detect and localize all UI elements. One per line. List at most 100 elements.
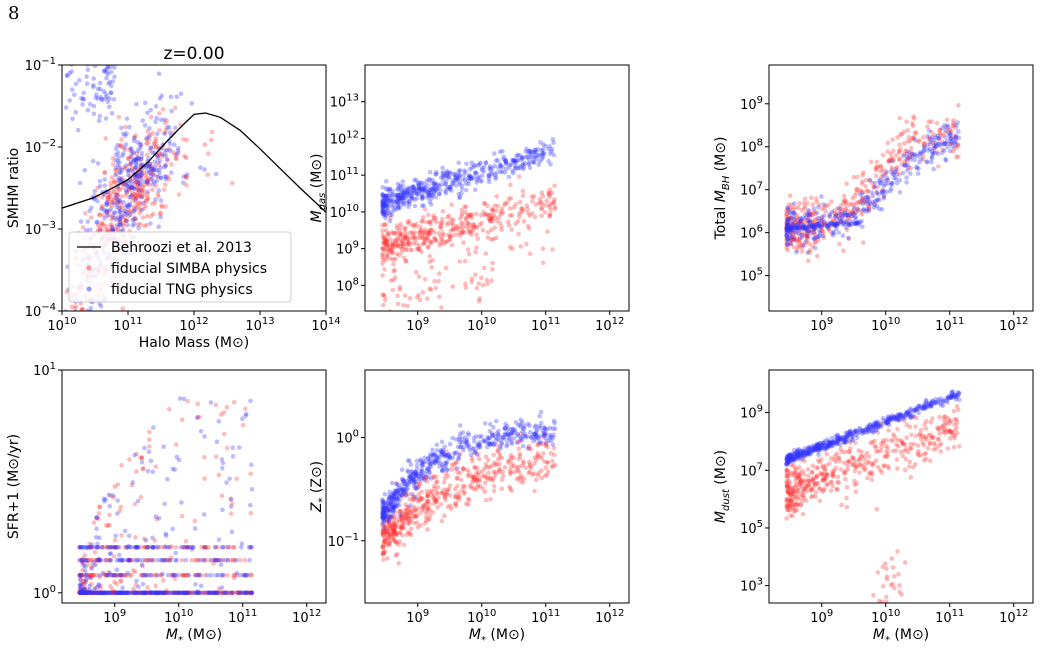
data-point <box>821 475 827 481</box>
data-point <box>111 180 117 185</box>
data-point <box>99 590 105 596</box>
data-point <box>494 208 499 213</box>
data-point <box>429 461 434 467</box>
data-point <box>454 450 460 455</box>
data-point <box>511 170 516 176</box>
data-point <box>893 169 898 175</box>
data-point <box>843 207 848 212</box>
data-point <box>478 213 484 218</box>
data-point <box>404 516 410 522</box>
data-point <box>521 461 526 466</box>
data-point <box>410 469 415 475</box>
data-point <box>476 281 482 286</box>
data-point <box>77 589 82 594</box>
data-point <box>425 493 430 499</box>
data-point <box>518 475 524 481</box>
data-point <box>230 180 235 186</box>
data-point <box>938 143 943 148</box>
data-point <box>868 159 874 165</box>
data-point <box>490 478 496 483</box>
data-point <box>123 204 128 210</box>
data-point <box>77 572 83 578</box>
data-point <box>855 220 860 225</box>
x-tick-label: 1012 <box>595 316 624 334</box>
data-point <box>788 485 794 491</box>
data-point <box>149 572 155 578</box>
data-point <box>795 497 801 502</box>
data-point <box>173 105 178 111</box>
data-point <box>471 476 476 481</box>
data-point <box>386 534 391 539</box>
data-point <box>792 205 798 210</box>
data-point <box>512 158 517 163</box>
data-point <box>126 204 131 210</box>
data-point <box>392 515 397 521</box>
data-point <box>94 585 100 590</box>
data-point <box>162 544 168 549</box>
data-point <box>840 233 846 238</box>
data-point <box>804 488 809 494</box>
data-point <box>401 487 407 493</box>
data-point <box>100 545 105 550</box>
data-point <box>215 545 220 550</box>
data-point <box>839 218 844 224</box>
data-point <box>461 491 467 496</box>
data-point <box>176 192 182 197</box>
data-point <box>99 96 104 102</box>
data-point <box>806 208 811 213</box>
data-point <box>87 583 92 589</box>
data-point <box>117 216 123 222</box>
data-point <box>195 589 200 594</box>
data-point <box>136 192 141 198</box>
data-point <box>143 557 148 563</box>
data-point <box>543 443 548 448</box>
data-point <box>170 572 176 578</box>
x-tick-label: 109 <box>810 316 833 334</box>
data-point <box>498 446 503 451</box>
data-point <box>401 202 407 208</box>
data-point <box>420 193 425 199</box>
data-point <box>925 133 930 139</box>
data-point <box>413 514 419 519</box>
data-point <box>838 219 844 225</box>
data-point <box>854 206 860 211</box>
data-point <box>154 590 160 596</box>
data-point <box>454 483 460 489</box>
data-point <box>820 233 826 239</box>
data-point <box>824 224 830 229</box>
data-point <box>411 222 416 228</box>
data-point <box>515 219 521 224</box>
data-point <box>443 191 449 196</box>
data-point <box>144 181 150 187</box>
data-point <box>891 172 896 177</box>
data-point <box>414 458 420 464</box>
data-point <box>384 207 390 213</box>
data-point <box>940 139 945 145</box>
data-point <box>528 154 533 160</box>
data-point <box>175 148 181 154</box>
data-point <box>800 243 806 248</box>
data-point <box>202 590 207 596</box>
data-point <box>829 220 834 225</box>
data-point <box>487 217 492 222</box>
data-point <box>237 445 242 450</box>
data-point <box>394 503 399 509</box>
data-point <box>108 180 113 185</box>
data-point <box>156 71 162 76</box>
data-point <box>423 501 429 507</box>
data-point <box>425 493 431 499</box>
data-point <box>788 233 793 238</box>
data-point <box>924 159 930 164</box>
data-point <box>424 178 430 184</box>
data-point <box>380 201 385 206</box>
data-point <box>429 476 434 481</box>
data-point <box>380 509 386 514</box>
data-point <box>485 435 490 440</box>
data-point <box>795 487 800 493</box>
data-point <box>391 524 396 530</box>
data-point <box>465 247 471 252</box>
data-point <box>134 557 140 563</box>
data-point <box>196 557 201 563</box>
data-point <box>426 498 431 504</box>
data-point <box>495 457 501 462</box>
